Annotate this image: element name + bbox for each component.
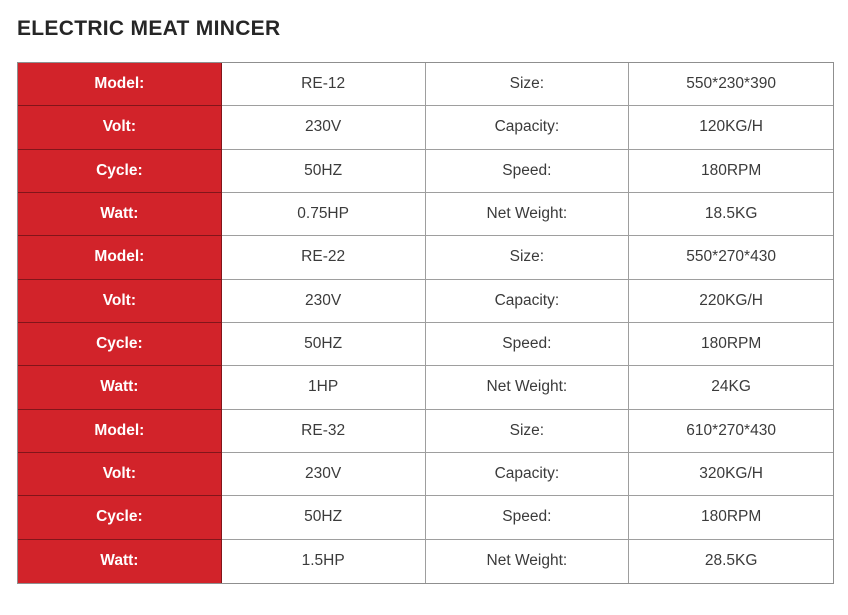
spec-name-cell: Net Weight: <box>425 192 630 237</box>
page-title: ELECTRIC MEAT MINCER <box>17 17 281 40</box>
table-row: Volt: 230V Capacity: 320KG/H <box>18 452 833 497</box>
table-row: Watt: 1.5HP Net Weight: 28.5KG <box>18 539 833 583</box>
spec-value-cell: 610*270*430 <box>629 410 833 453</box>
spec-name-cell: Model: <box>18 63 222 107</box>
spec-name-cell: Model: <box>18 409 222 453</box>
table-row: Model: RE-22 Size: 550*270*430 <box>18 236 833 280</box>
spec-name-cell: Volt: <box>18 452 222 497</box>
spec-name-cell: Speed: <box>425 496 630 540</box>
spec-value-cell: 120KG/H <box>629 106 833 150</box>
spec-name-cell: Net Weight: <box>426 539 630 583</box>
spec-value-cell: 220KG/H <box>629 280 833 323</box>
spec-name-cell: Size: <box>425 409 630 453</box>
spec-name-cell: Cycle: <box>18 322 222 367</box>
spec-value-cell: 0.75HP <box>221 192 426 237</box>
spec-value-cell: 550*230*390 <box>629 63 833 107</box>
spec-value-cell: 320KG/H <box>629 453 833 497</box>
spec-name-cell: Capacity: <box>425 452 630 497</box>
spec-name-cell: Cycle: <box>18 149 222 193</box>
spec-value-cell: 230V <box>221 452 426 497</box>
spec-name-cell: Net Weight: <box>425 366 630 410</box>
spec-value-cell: RE-12 <box>221 63 426 107</box>
table-row: Model: RE-12 Size: 550*230*390 <box>18 63 833 107</box>
spec-value-cell: 24KG <box>629 366 833 410</box>
spec-value-cell: 28.5KG <box>704 552 758 570</box>
spec-name-cell: Size: <box>425 63 630 107</box>
spec-value-cell: 230V <box>221 106 426 150</box>
table-row: Watt: 0.75HP Net Weight: 18.5KG <box>18 192 833 237</box>
spec-name-cell: Volt: <box>18 106 222 150</box>
spec-value-cell: RE-32 <box>221 409 426 453</box>
spec-name-cell: Volt: <box>18 279 222 323</box>
spec-value-cell: 1HP <box>221 366 426 410</box>
spec-value-cell: 230V <box>221 279 426 323</box>
spec-value-cell: 50HZ <box>221 496 426 540</box>
spec-name-cell: Cycle: <box>18 496 222 540</box>
spec-name-cell: Size: <box>425 236 630 280</box>
spec-value-cell: 1.5HP <box>222 539 426 583</box>
table-row: Volt: 230V Capacity: 120KG/H <box>18 106 833 150</box>
spec-name-cell: Capacity: <box>425 279 630 323</box>
spec-value-cell: 550*270*430 <box>629 236 833 280</box>
spec-value-cell: RE-22 <box>221 236 426 280</box>
spec-name-cell: Watt: <box>18 539 222 583</box>
table-row: Cycle: 50HZ Speed: 180RPM <box>18 149 833 193</box>
spec-value-cell: 50HZ <box>221 149 426 193</box>
spec-value-cell: 18.5KG <box>629 193 833 237</box>
spec-table: Model: RE-12 Size: 550*230*390 Volt: 230… <box>17 62 834 584</box>
spec-name-cell: Watt: <box>18 192 222 237</box>
spec-name-cell: Speed: <box>425 149 630 193</box>
spec-value-cell: 180RPM <box>629 323 833 367</box>
table-row: Cycle: 50HZ Speed: 180RPM <box>18 322 833 367</box>
spec-value-cell: 180RPM <box>629 496 833 540</box>
table-row: Model: RE-32 Size: 610*270*430 <box>18 409 833 453</box>
spec-value-cell: 180RPM <box>629 150 833 193</box>
spec-name-cell: Speed: <box>425 322 630 367</box>
spec-name-cell: Model: <box>18 236 222 280</box>
spec-name-cell: Watt: <box>18 366 222 410</box>
spec-value-cell: 50HZ <box>221 322 426 367</box>
table-row: Volt: 230V Capacity: 220KG/H <box>18 279 833 323</box>
spec-name-cell: Capacity: <box>425 106 630 150</box>
table-row: Watt: 1HP Net Weight: 24KG <box>18 366 833 410</box>
table-row: Cycle: 50HZ Speed: 180RPM <box>18 496 833 540</box>
